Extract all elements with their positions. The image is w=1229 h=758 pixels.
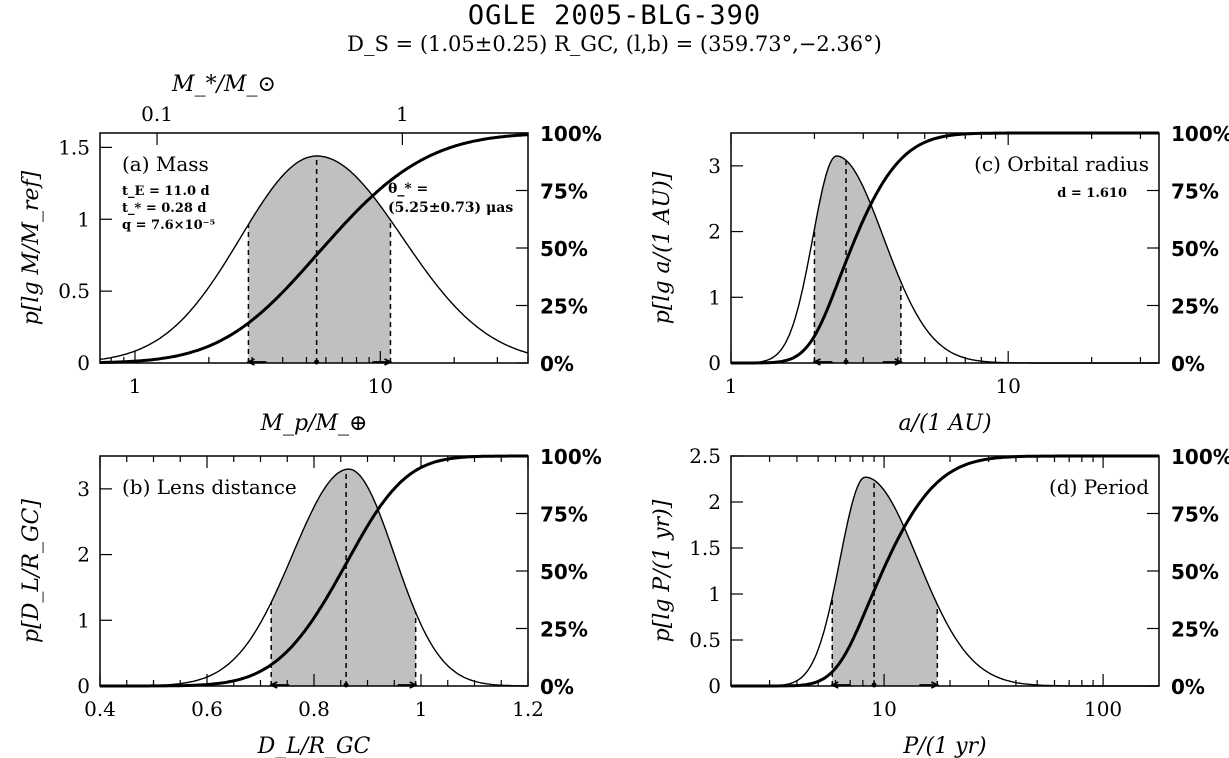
y-tick-label: 3	[77, 477, 90, 501]
y-tick-label: 0.5	[58, 279, 90, 303]
x-tick-label: 1	[725, 374, 738, 398]
top-axis-tick-label: 0.1	[141, 102, 173, 126]
panel-label: (c) Orbital radius	[974, 152, 1149, 176]
x-axis-title: M_p/M_⊕	[260, 411, 368, 436]
right-tick-label: 25%	[540, 295, 588, 319]
y-tick-label: 3	[708, 154, 721, 178]
right-tick-label: 100%	[1171, 122, 1229, 146]
panel-label: (d) Period	[1049, 475, 1149, 499]
y-tick-label: 1	[77, 608, 90, 632]
panel-a: 1 10 0.1 1 M_*/M_⊙ 0 0.5 1 1.5 0% 25% 50% 75% 100% M_p…	[19, 72, 602, 436]
y-tick-label: 2	[708, 220, 721, 244]
right-tick-label: 100%	[1171, 445, 1229, 469]
upper-arrow	[919, 681, 940, 689]
x-tick-label: 10	[871, 697, 896, 721]
y-axis-title: p[D_L/R_GC]	[19, 499, 44, 643]
x-axis-title: a/(1 AU)	[898, 411, 991, 436]
right-tick-label: 25%	[1171, 618, 1219, 642]
y-tick-label: 0	[708, 351, 721, 375]
y-tick-label: 1	[77, 207, 90, 231]
x-tick-label: 100	[1084, 697, 1122, 721]
right-tick-label: 25%	[1171, 295, 1219, 319]
right-tick-label: 75%	[540, 180, 588, 204]
right-tick-label: 75%	[1171, 180, 1219, 204]
right-tick-label: 50%	[540, 237, 588, 261]
panel-d: 10 100 0 0.5 1 1.5 2 2.5 0% 25% 50% 75% 100% P/(1 yr)…	[650, 444, 1229, 758]
x-tick-label: 1	[129, 374, 142, 398]
x-tick-label: 0.6	[191, 697, 223, 721]
x-axis-title: D_L/R_GC	[257, 734, 371, 758]
x-tick-label: 10	[995, 374, 1020, 398]
credible-interval-area	[271, 469, 416, 686]
right-tick-label: 25%	[540, 618, 588, 642]
y-tick-label: 0	[77, 674, 90, 698]
y-axis-title: p[lg P/(1 yr)]	[650, 499, 675, 642]
figure-title: OGLE 2005-BLG-390	[467, 0, 762, 31]
panel-note: d = 1.610	[1057, 186, 1127, 201]
right-tick-label: 0%	[1171, 352, 1205, 376]
top-axis-title: M_*/M_⊙	[171, 72, 276, 97]
y-tick-label: 1.5	[58, 135, 90, 159]
y-tick-label: 2	[77, 543, 90, 567]
right-tick-label: 0%	[540, 675, 574, 699]
panel-note: t_* = 0.28 d	[122, 201, 207, 216]
y-axis-title: p[lg M/M_ref]	[19, 170, 44, 325]
probability-density-curve	[731, 476, 1159, 687]
y-tick-label: 1	[708, 582, 721, 606]
right-tick-label: 75%	[1171, 503, 1219, 527]
upper-arrow	[397, 681, 418, 689]
right-tick-label: 50%	[1171, 560, 1219, 584]
credible-interval-area	[814, 156, 901, 363]
y-tick-label: 0	[708, 674, 721, 698]
right-tick-label: 0%	[1171, 675, 1205, 699]
right-tick-label: 50%	[1171, 237, 1219, 261]
panel-label: (a) Mass	[122, 152, 209, 176]
y-tick-label: 2.5	[689, 444, 721, 468]
panel-b: 0.4 0.6 0.8 1 1.2 0 1 2 3 0% 25% 50% 75% 100% D_L/R_GC…	[19, 445, 602, 758]
y-axis-title: p[lg a/(1 AU)]	[650, 171, 675, 324]
right-tick-label: 0%	[540, 352, 574, 376]
x-axis-title: P/(1 yr)	[902, 734, 986, 758]
right-tick-label: 100%	[540, 445, 602, 469]
y-tick-label: 1	[708, 285, 721, 309]
right-tick-label: 75%	[540, 503, 588, 527]
top-axis-tick-label: 1	[396, 102, 409, 126]
lower-arrow	[269, 681, 290, 689]
panel-extra-note: θ_* =	[388, 181, 428, 197]
x-tick-label: 1.2	[512, 697, 544, 721]
y-tick-label: 2	[708, 490, 721, 514]
figure-subtitle: D_S = (1.05±0.25) R_GC, (l,b) = (359.73°…	[347, 32, 882, 56]
probability-density-curve	[99, 155, 529, 361]
panel-note: t_E = 11.0 d	[122, 184, 210, 199]
x-tick-label: 10	[368, 374, 393, 398]
panel-label: (b) Lens distance	[122, 475, 297, 499]
y-tick-label: 1.5	[689, 536, 721, 560]
y-tick-label: 0.5	[689, 628, 721, 652]
credible-interval-area	[832, 477, 938, 686]
right-tick-label: 50%	[540, 560, 588, 584]
x-tick-label: 1	[415, 697, 428, 721]
right-tick-label: 100%	[540, 122, 602, 146]
y-tick-label: 0	[77, 351, 90, 375]
panel-extra-note: (5.25±0.73) μas	[388, 200, 513, 216]
upper-arrow	[372, 358, 393, 366]
panel-note: q = 7.6×10⁻⁵	[122, 218, 215, 233]
credible-interval-area	[248, 156, 391, 363]
x-tick-label: 0.8	[298, 697, 330, 721]
x-tick-label: 0.4	[84, 697, 116, 721]
cumulative-distribution-curve	[100, 133, 529, 364]
